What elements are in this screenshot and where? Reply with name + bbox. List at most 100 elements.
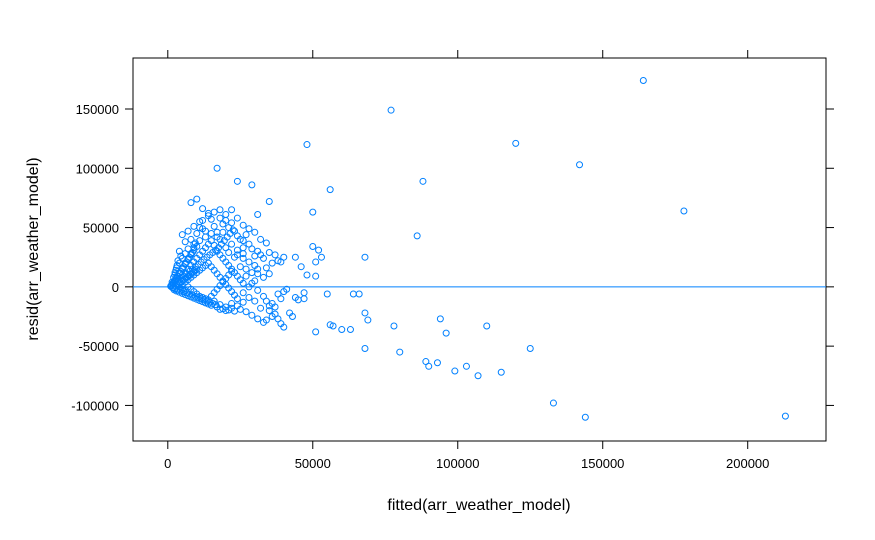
- data-point: [262, 264, 270, 272]
- data-point: [251, 297, 259, 305]
- data-point: [315, 246, 323, 254]
- data-point: [271, 251, 279, 259]
- data-point: [387, 106, 395, 114]
- data-point: [433, 359, 441, 367]
- data-point: [239, 254, 247, 262]
- data-point: [175, 247, 183, 255]
- x-axis-label: fitted(arr_weather_model): [387, 497, 570, 514]
- data-point: [174, 257, 182, 265]
- data-point: [326, 321, 334, 329]
- data-point: [396, 348, 404, 356]
- data-point: [271, 310, 279, 318]
- data-point: [294, 296, 302, 304]
- data-point: [245, 225, 253, 233]
- data-point: [259, 318, 267, 326]
- data-point: [210, 208, 218, 216]
- data-point: [248, 311, 256, 319]
- data-point: [239, 250, 247, 258]
- data-point: [326, 186, 334, 194]
- data-point: [364, 316, 372, 324]
- data-point: [228, 219, 236, 227]
- data-point: [297, 263, 305, 271]
- data-point: [242, 231, 250, 239]
- x-tick-label: 50000: [295, 456, 331, 471]
- data-point: [361, 253, 369, 261]
- data-point: [187, 235, 195, 243]
- data-point: [242, 308, 250, 316]
- data-point: [286, 309, 294, 317]
- data-point: [254, 265, 262, 273]
- data-point: [233, 214, 241, 222]
- data-point: [222, 216, 230, 224]
- data-point: [216, 214, 224, 222]
- data-point: [413, 232, 421, 240]
- data-point: [312, 258, 320, 266]
- data-point: [303, 271, 311, 279]
- data-point: [280, 323, 288, 331]
- data-point: [181, 238, 189, 246]
- y-tick-label: 50000: [83, 221, 119, 236]
- y-tick-label: 150000: [76, 102, 119, 117]
- data-point: [576, 161, 584, 169]
- data-point: [242, 272, 250, 280]
- data-point: [257, 304, 265, 312]
- data-point: [680, 207, 688, 215]
- data-point: [451, 367, 459, 375]
- y-axis-label: resid(arr_weather_model): [25, 157, 42, 340]
- data-point: [210, 222, 218, 230]
- data-point: [192, 266, 200, 274]
- data-point: [233, 302, 241, 310]
- data-point: [216, 305, 224, 313]
- data-point: [239, 244, 247, 252]
- data-point: [265, 302, 273, 310]
- data-point: [187, 199, 195, 207]
- data-point: [207, 229, 215, 237]
- data-point: [254, 211, 262, 219]
- data-point: [280, 253, 288, 261]
- data-point: [549, 399, 557, 407]
- data-point: [265, 248, 273, 256]
- data-point: [213, 164, 221, 172]
- data-point: [512, 139, 520, 147]
- axis-ticks: [125, 50, 834, 449]
- x-tick-label: 0: [164, 456, 171, 471]
- data-point: [236, 263, 244, 271]
- data-point: [212, 301, 220, 309]
- data-point: [257, 235, 265, 243]
- data-point: [312, 328, 320, 336]
- data-point: [317, 253, 325, 261]
- data-point: [193, 229, 201, 237]
- data-point: [190, 222, 198, 230]
- data-point: [581, 413, 589, 421]
- data-point: [190, 244, 198, 252]
- data-point: [228, 304, 236, 312]
- data-point: [300, 289, 308, 297]
- data-point: [191, 267, 199, 275]
- data-point: [228, 206, 236, 214]
- data-point: [526, 345, 534, 353]
- data-point: [425, 362, 433, 370]
- data-point: [228, 267, 236, 275]
- data-point: [193, 195, 201, 203]
- data-point: [265, 270, 273, 278]
- data-point: [229, 226, 237, 234]
- data-point: [239, 289, 247, 297]
- data-point: [201, 233, 209, 241]
- data-point: [419, 177, 427, 185]
- data-point: [349, 290, 357, 298]
- data-point: [248, 181, 256, 189]
- data-point: [245, 258, 253, 266]
- data-point: [303, 141, 311, 149]
- data-point: [277, 295, 285, 303]
- data-point: [199, 216, 207, 224]
- data-point: [248, 245, 256, 253]
- data-point: [257, 251, 265, 259]
- y-tick-label: -100000: [71, 398, 119, 413]
- data-point: [300, 295, 308, 303]
- data-point: [233, 246, 241, 254]
- data-points: [167, 77, 789, 421]
- data-point: [201, 227, 209, 235]
- data-point: [312, 272, 320, 280]
- data-point: [442, 329, 450, 337]
- data-point: [199, 205, 207, 213]
